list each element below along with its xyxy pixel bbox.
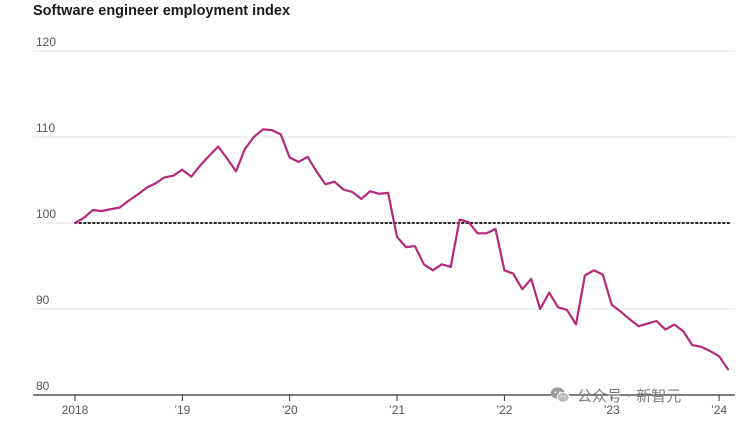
chart-title: Software engineer employment index: [33, 3, 291, 19]
wechat-icon: [550, 387, 570, 403]
x-tick-label: ’22: [496, 403, 512, 417]
x-tick-label: ’19: [174, 403, 190, 417]
y-tick-label: 100: [36, 207, 56, 221]
y-tick-label: 110: [36, 121, 55, 135]
series-layer: [73, 128, 730, 371]
x-axis: 2018 ’19 ’20 ’21 ’22 ’23 ’24: [33, 394, 735, 417]
x-tick-label: ’21: [389, 403, 405, 417]
series-line: [73, 128, 730, 371]
watermark-text: 公众号 · 新智元: [577, 386, 682, 405]
watermark: 公众号 · 新智元: [549, 384, 681, 406]
y-tick-label: 90: [36, 293, 50, 307]
x-tick-label: ’24: [711, 403, 727, 417]
y-tick-label: 120: [36, 35, 56, 49]
x-tick-label: ’20: [282, 403, 298, 417]
gridlines: 120 110 100 90 80: [33, 35, 735, 393]
x-tick-label: ’23: [604, 403, 620, 417]
x-tick-label: 2018: [62, 403, 89, 417]
y-tick-label: 80: [36, 379, 50, 393]
